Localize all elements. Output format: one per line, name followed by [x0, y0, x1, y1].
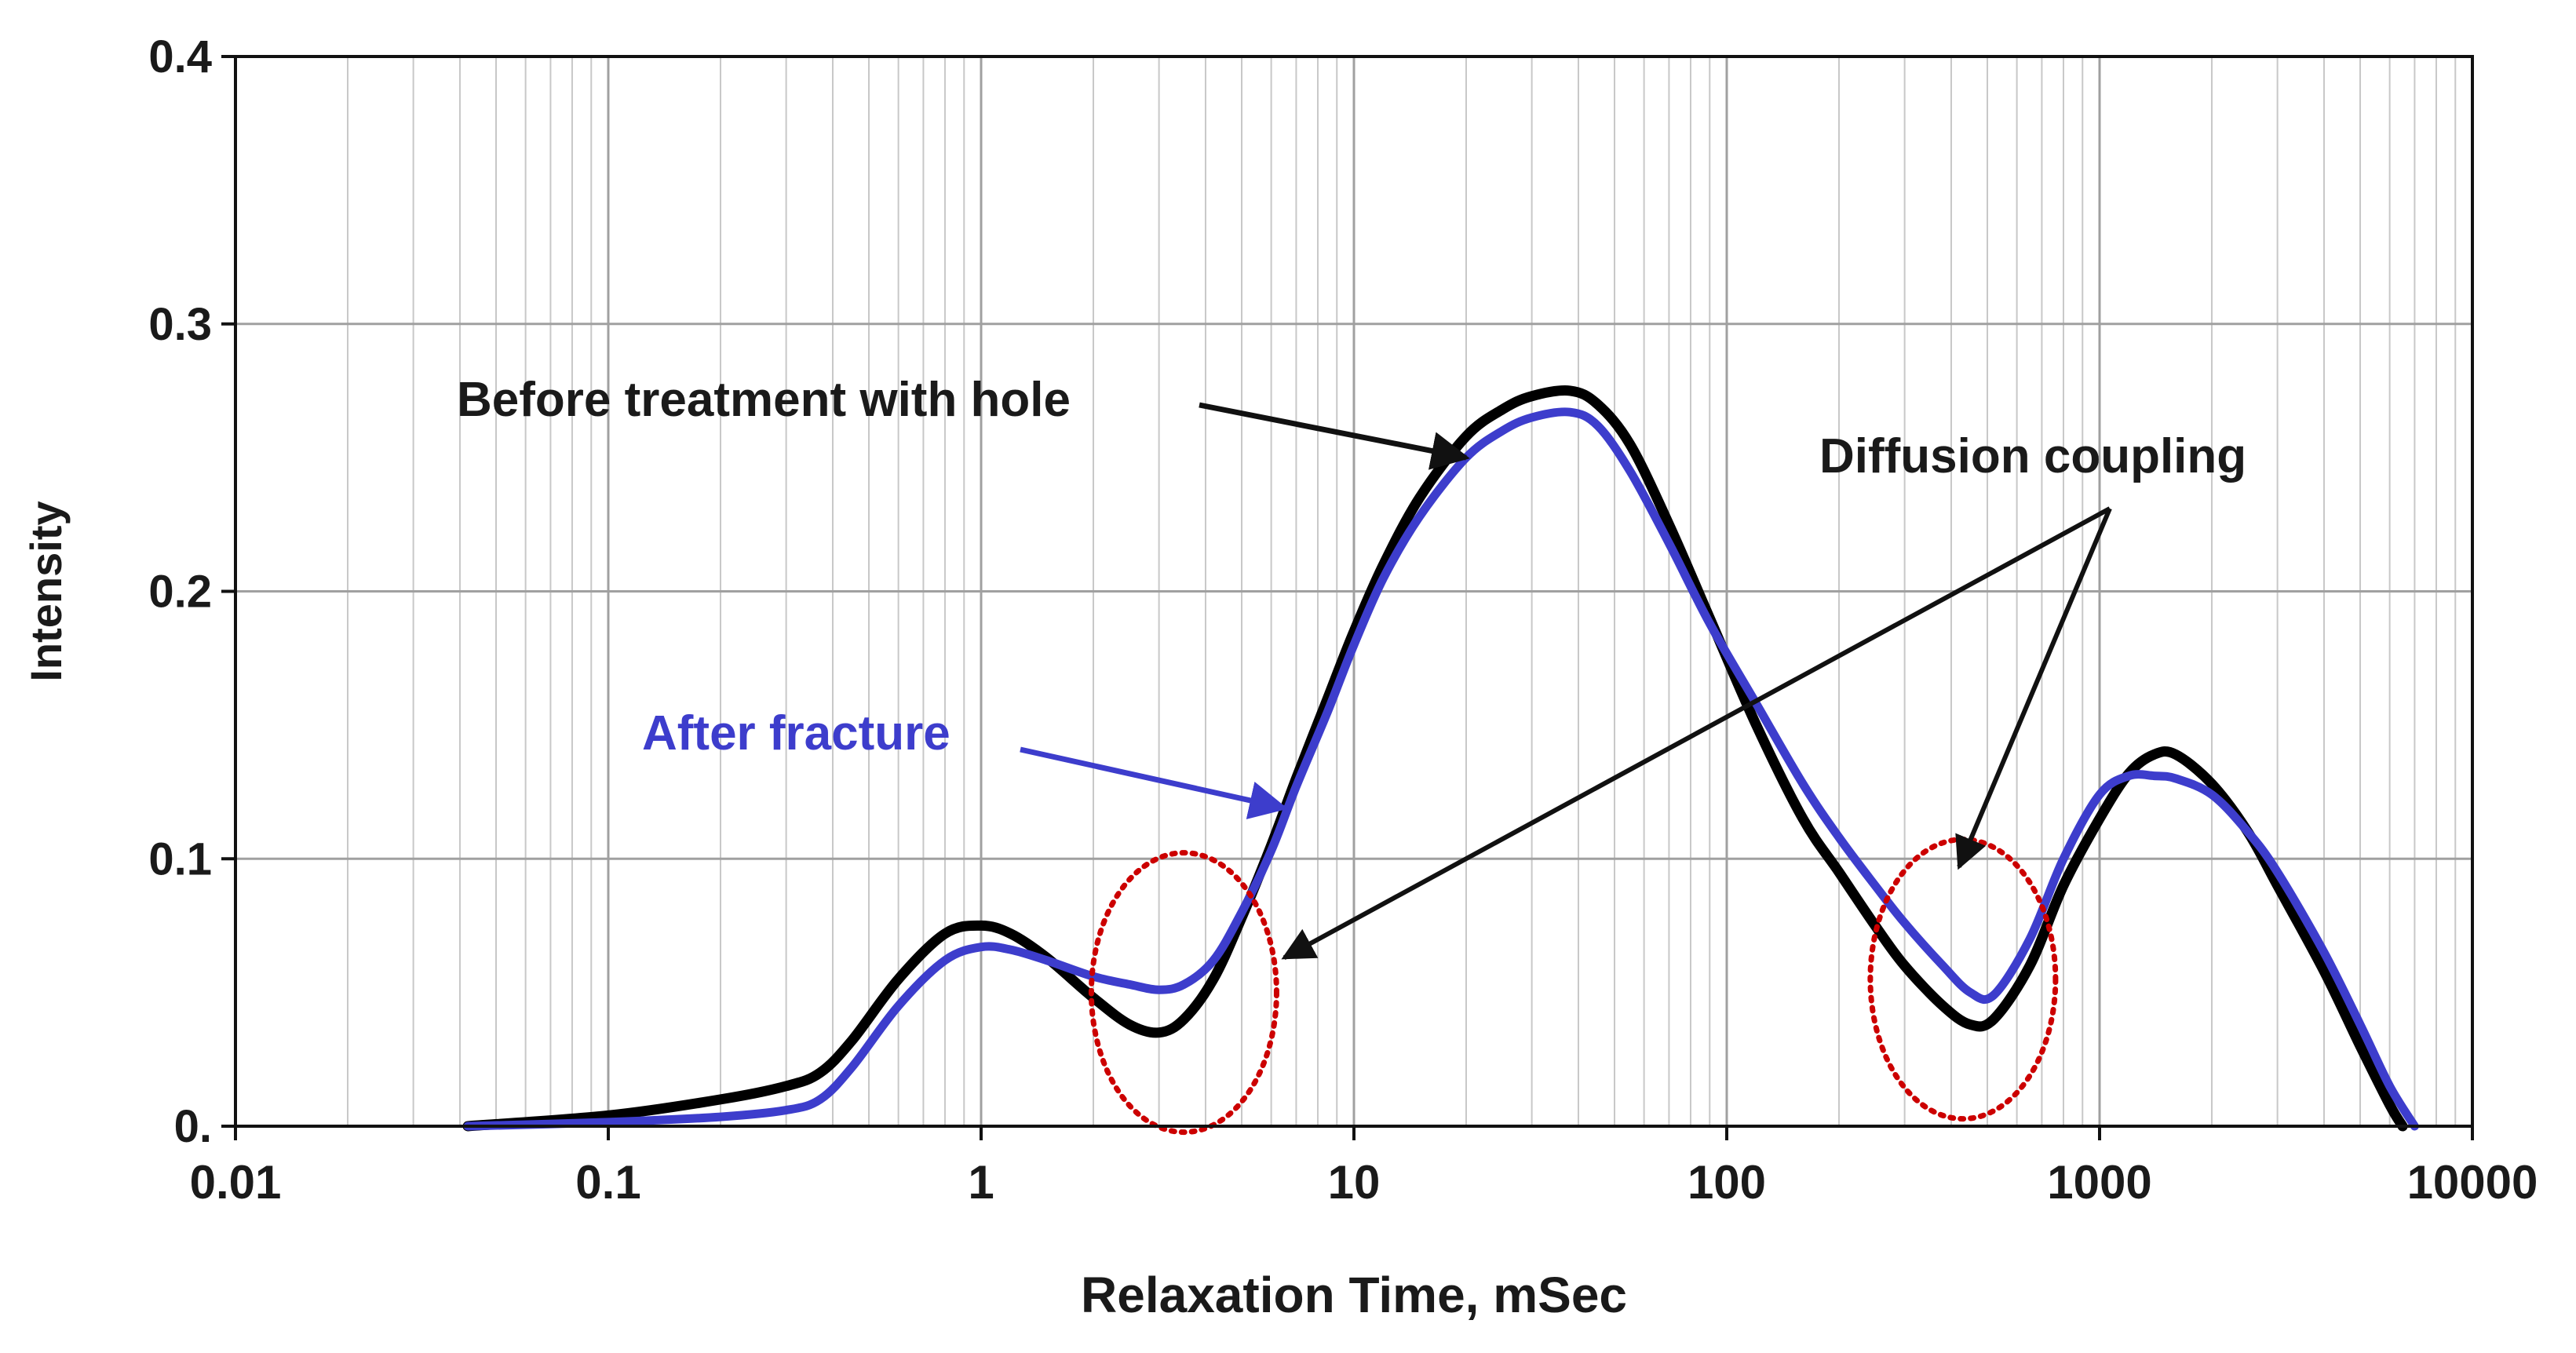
- x-tick-label: 1: [968, 1156, 994, 1209]
- x-tick-label: 1000: [2047, 1156, 2151, 1209]
- arrow-diffusion-coupling-left: [1281, 506, 2111, 960]
- y-tick-labels: 0. 0.1 0.2 0.3 0.4: [148, 31, 235, 1152]
- y-tick-label: 0.1: [148, 833, 212, 884]
- arrow-diffusion-coupling-right: [1955, 507, 2112, 870]
- arrow-after-fracture: [1020, 746, 1288, 819]
- x-tick-labels: 0.01 0.1 1 10 100 1000 10000: [190, 1126, 2538, 1209]
- arrow-before-treatment: [1199, 402, 1470, 470]
- x-tick-label: 10: [1328, 1156, 1381, 1209]
- series-after-fracture-line: [463, 407, 2419, 1131]
- annotation-before-treatment: Before treatment with hole: [457, 373, 1071, 427]
- y-tick-label: 0.2: [148, 567, 212, 618]
- annotation-after-fracture: After fracture: [642, 706, 950, 760]
- series-layer: [462, 385, 2419, 1132]
- annotation-diffusion-coupling: Diffusion coupling: [1819, 429, 2246, 483]
- annotation-layer: [1020, 402, 2112, 960]
- x-tick-label: 0.1: [575, 1156, 640, 1209]
- x-tick-label: 0.01: [190, 1156, 282, 1209]
- highlight-ellipse-1: [1088, 850, 1279, 1136]
- x-tick-label: 10000: [2407, 1156, 2538, 1209]
- x-tick-label: 100: [1688, 1156, 1766, 1209]
- y-axis-label: Intensity: [21, 501, 71, 681]
- x-axis-label: Relaxation Time, mSec: [1081, 1267, 1627, 1323]
- y-tick-label: 0.4: [148, 31, 212, 82]
- y-tick-label: 0.: [174, 1101, 212, 1152]
- series-before-treatment-line: [462, 385, 2408, 1132]
- major-gridlines: [234, 55, 2474, 1128]
- y-tick-label: 0.3: [148, 299, 212, 350]
- highlight-layer: [1088, 837, 2059, 1136]
